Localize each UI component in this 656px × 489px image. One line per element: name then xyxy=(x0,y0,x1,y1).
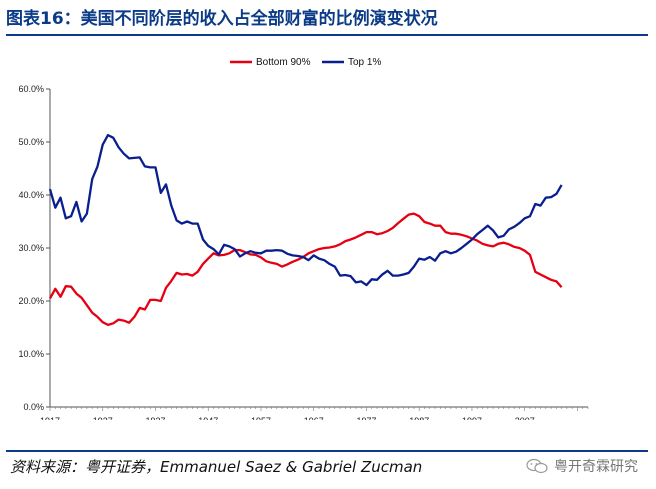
series-line-top1 xyxy=(48,133,563,287)
x-tick-label: 1967 xyxy=(304,416,324,420)
x-tick-label: 1917 xyxy=(40,416,60,420)
x-tick-label: 1937 xyxy=(145,416,165,420)
chart-title: 图表16：美国不同阶层的收入占全部财富的比例演变状况 xyxy=(6,9,438,29)
x-tick-label: 1987 xyxy=(409,416,429,420)
x-tick-label: 1997 xyxy=(462,416,482,420)
y-tick-label: 40.0% xyxy=(18,190,44,200)
x-tick-label: 2007 xyxy=(515,416,535,420)
x-tick-label: 1927 xyxy=(93,416,113,420)
y-tick-label: 60.0% xyxy=(18,84,44,94)
x-tick-label: 1957 xyxy=(251,416,271,420)
wechat-icon xyxy=(526,458,548,474)
source-note: 资料来源：粤开证券，Emmanuel Saez & Gabriel Zucman xyxy=(10,458,423,476)
legend: Bottom 90% Top 1% xyxy=(230,57,381,68)
chart-svg: Bottom 90% Top 1% 0.0% 10.0% 20.0% 30.0% 40.… xyxy=(18,57,589,420)
y-tick-label: 30.0% xyxy=(18,243,44,253)
y-tick-label: 50.0% xyxy=(18,137,44,147)
watermark-text: 粤开奇霖研究 xyxy=(554,459,638,475)
x-tick-label: 1977 xyxy=(356,416,376,420)
x-tick-label: 1947 xyxy=(198,416,218,420)
series-line-bottom90 xyxy=(48,212,563,327)
title-divider xyxy=(6,34,648,36)
y-tick-label: 0.0% xyxy=(23,402,44,412)
series-lines xyxy=(48,133,563,327)
legend-label-bottom90: Bottom 90% xyxy=(256,57,311,68)
watermark: 粤开奇霖研究 xyxy=(526,456,638,476)
footer-divider xyxy=(6,450,648,452)
legend-label-top1: Top 1% xyxy=(348,57,381,68)
y-tick-label: 20.0% xyxy=(18,296,44,306)
axes: 0.0% 10.0% 20.0% 30.0% 40.0% 50.0% 60.0% 1917 19… xyxy=(18,84,589,420)
y-tick-label: 10.0% xyxy=(18,349,44,359)
